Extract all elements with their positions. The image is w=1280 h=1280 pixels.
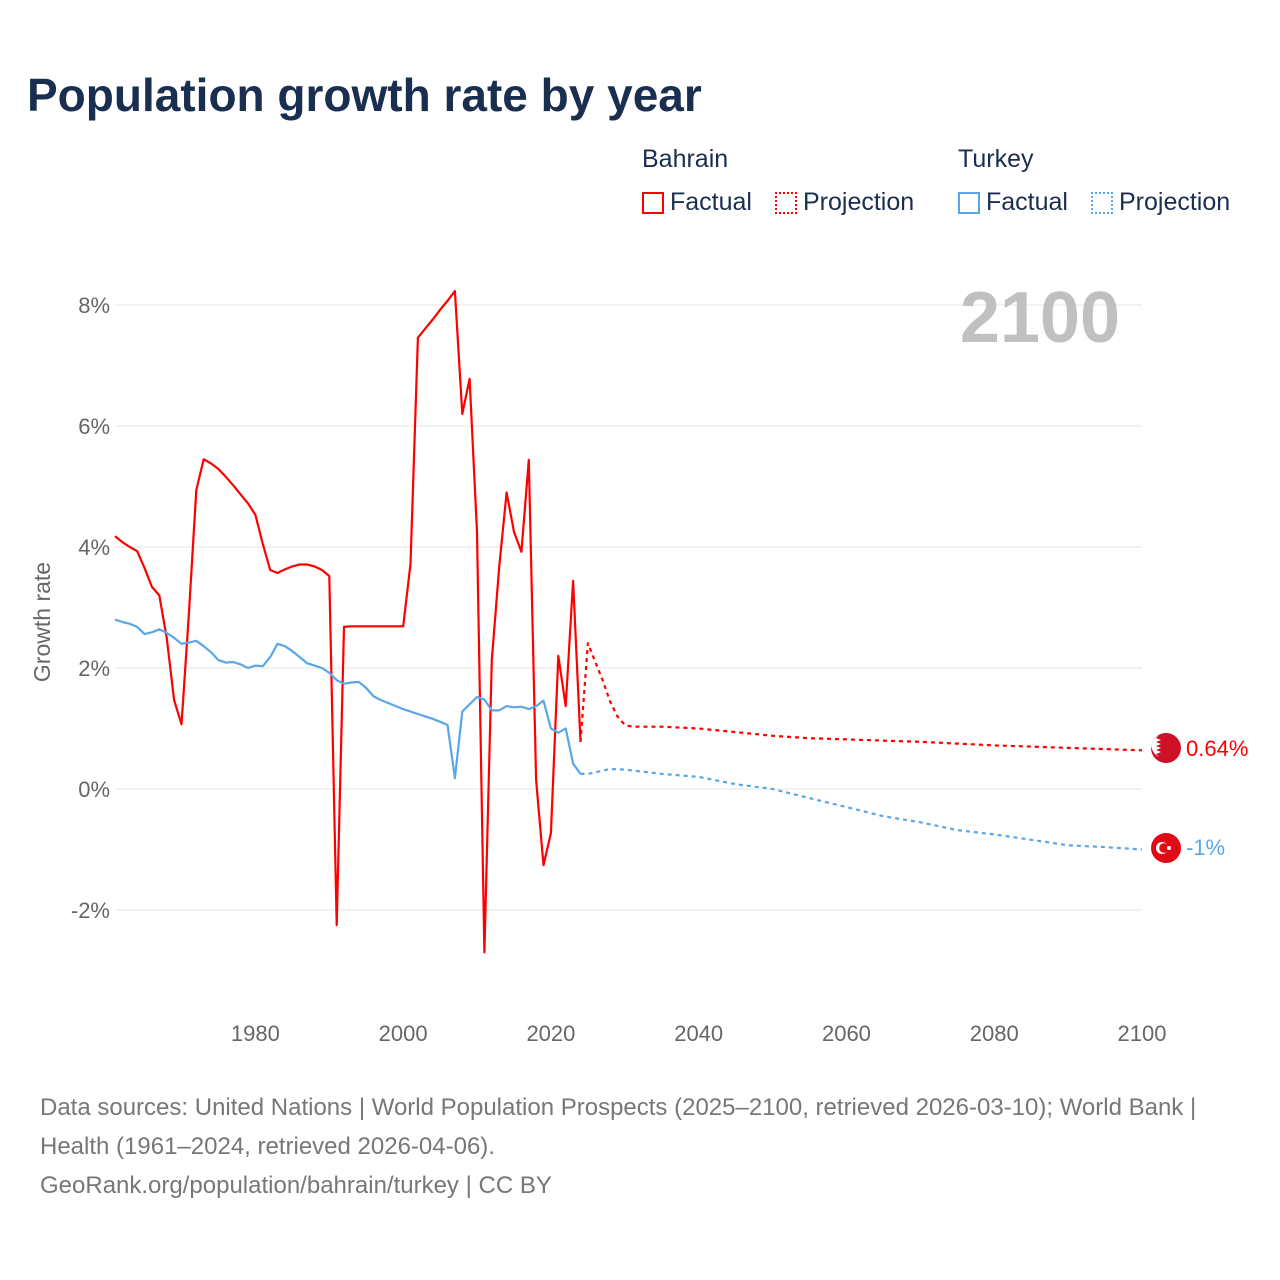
legend-label: Projection	[803, 188, 915, 216]
legend-label: Factual	[986, 188, 1068, 216]
x-tick-label: 2100	[1118, 1021, 1167, 1046]
bahrain-factual-line	[114, 290, 582, 954]
legend-label: Factual	[670, 188, 752, 216]
page-title: Population growth rate by year	[27, 69, 702, 121]
y-tick-label: 8%	[78, 293, 110, 318]
legend-swatch-solid	[642, 191, 664, 214]
legend-bahrain-projection[interactable]: Projection	[775, 188, 914, 217]
data-sources: Data sources: United Nations | World Pop…	[40, 1094, 1197, 1160]
x-tick-label: 2040	[674, 1021, 723, 1046]
x-tick-label: 2060	[822, 1021, 871, 1046]
bahrain-end-label: 0.64%	[1186, 736, 1248, 761]
x-tick-label: 2020	[526, 1021, 575, 1046]
bahrain-flag-icon	[1151, 733, 1181, 763]
turkey-flag-icon	[1151, 833, 1181, 863]
legend-turkey-projection[interactable]: Projection	[1091, 188, 1230, 217]
legend-bahrain-factual[interactable]: Factual	[642, 188, 752, 217]
y-axis-label: Growth rate	[29, 562, 55, 682]
year-watermark: 2100	[960, 278, 1120, 358]
turkey-projection-line	[580, 767, 1143, 851]
legend-swatch-dotted	[775, 191, 797, 214]
x-tick-label: 2000	[379, 1021, 428, 1046]
y-tick-label: 6%	[78, 414, 110, 439]
legend-group-bahrain: Bahrain	[642, 145, 729, 173]
legend-turkey-factual[interactable]: Factual	[958, 188, 1068, 217]
legend-swatch-solid	[958, 191, 980, 214]
y-tick-label: 0%	[78, 777, 110, 802]
x-tick-label: 1980	[231, 1021, 280, 1046]
legend-swatch-dotted	[1091, 191, 1113, 214]
credit-link[interactable]: GeoRank.org/population/bahrain/turkey | …	[40, 1172, 552, 1199]
y-tick-label: 4%	[78, 535, 110, 560]
footer: Data sources: United Nations | World Pop…	[40, 1088, 1240, 1205]
x-tick-label: 2080	[970, 1021, 1019, 1046]
turkey-factual-line	[114, 618, 582, 780]
y-tick-label: -2%	[71, 898, 110, 923]
bahrain-projection-line	[579, 642, 1143, 752]
legend-group-turkey: Turkey	[958, 145, 1034, 173]
turkey-end-label: -1%	[1186, 835, 1225, 860]
legend-label: Projection	[1119, 188, 1231, 216]
y-tick-label: 2%	[78, 656, 110, 681]
